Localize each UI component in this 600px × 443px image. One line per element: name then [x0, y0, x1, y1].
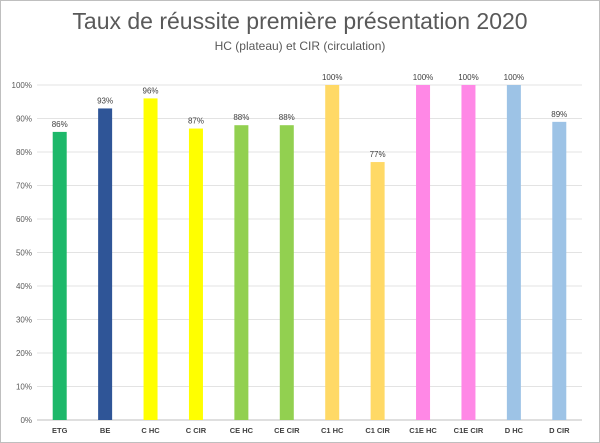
y-tick-label: 40%: [16, 282, 32, 291]
x-category-label: C1E CIR: [454, 426, 484, 435]
data-label: 100%: [322, 73, 342, 82]
data-label: 87%: [188, 117, 204, 126]
x-axis-labels: ETG BE C HC C CIR CE HC CE CIR C1 HC C1 CIR C1E …: [52, 426, 570, 435]
x-category-label: C CIR: [186, 426, 207, 435]
bar: [279, 125, 294, 420]
y-tick-label: 0%: [20, 416, 32, 425]
chart-title: Taux de réussite première présentation 2…: [72, 8, 528, 34]
bars: [52, 85, 567, 421]
y-tick-label: 30%: [16, 316, 32, 325]
bar: [370, 162, 385, 421]
y-tick-label: 20%: [16, 349, 32, 358]
y-tick-label: 10%: [16, 383, 32, 392]
data-label: 100%: [504, 73, 524, 82]
y-tick-label: 70%: [16, 182, 32, 191]
x-category-label: CE HC: [230, 426, 254, 435]
data-label: 100%: [413, 73, 433, 82]
data-label: 93%: [97, 96, 113, 105]
x-category-label: C1E HC: [409, 426, 437, 435]
data-labels: 86% 93% 96% 87% 88% 88% 100% 77% 100% 100% 100% 89%: [52, 73, 568, 159]
x-category-label: C HC: [141, 426, 160, 435]
bar: [188, 128, 203, 421]
data-label: 96%: [143, 86, 159, 95]
x-category-label: D CIR: [549, 426, 570, 435]
y-tick-label: 90%: [16, 115, 32, 124]
y-axis-ticks: 0% 10% 20% 30% 40% 50% 60% 70% 80% 90% 100%: [12, 81, 32, 425]
data-label: 77%: [370, 150, 386, 159]
data-label: 88%: [279, 113, 295, 122]
x-category-label: D HC: [505, 426, 524, 435]
data-label: 100%: [458, 73, 478, 82]
x-category-label: ETG: [52, 426, 68, 435]
bar: [52, 131, 67, 420]
bar: [143, 98, 158, 421]
bar: [98, 108, 113, 420]
y-tick-label: 50%: [16, 249, 32, 258]
gridlines: [37, 84, 582, 421]
bar: [325, 85, 340, 420]
x-category-label: C1 HC: [321, 426, 344, 435]
data-label: 88%: [233, 113, 249, 122]
bar: [552, 121, 567, 420]
x-category-label: CE CIR: [274, 426, 300, 435]
data-label: 89%: [551, 110, 567, 119]
bar: [234, 125, 249, 420]
x-category-label: BE: [100, 426, 110, 435]
data-label: 86%: [52, 120, 68, 129]
bar: [461, 85, 476, 420]
bar: [416, 85, 431, 420]
y-tick-label: 80%: [16, 148, 32, 157]
bar: [506, 85, 521, 420]
y-tick-label: 60%: [16, 215, 32, 224]
chart-subtitle: HC (plateau) et CIR (circulation): [214, 39, 386, 53]
x-category-label: C1 CIR: [365, 426, 390, 435]
y-tick-label: 100%: [12, 81, 32, 90]
